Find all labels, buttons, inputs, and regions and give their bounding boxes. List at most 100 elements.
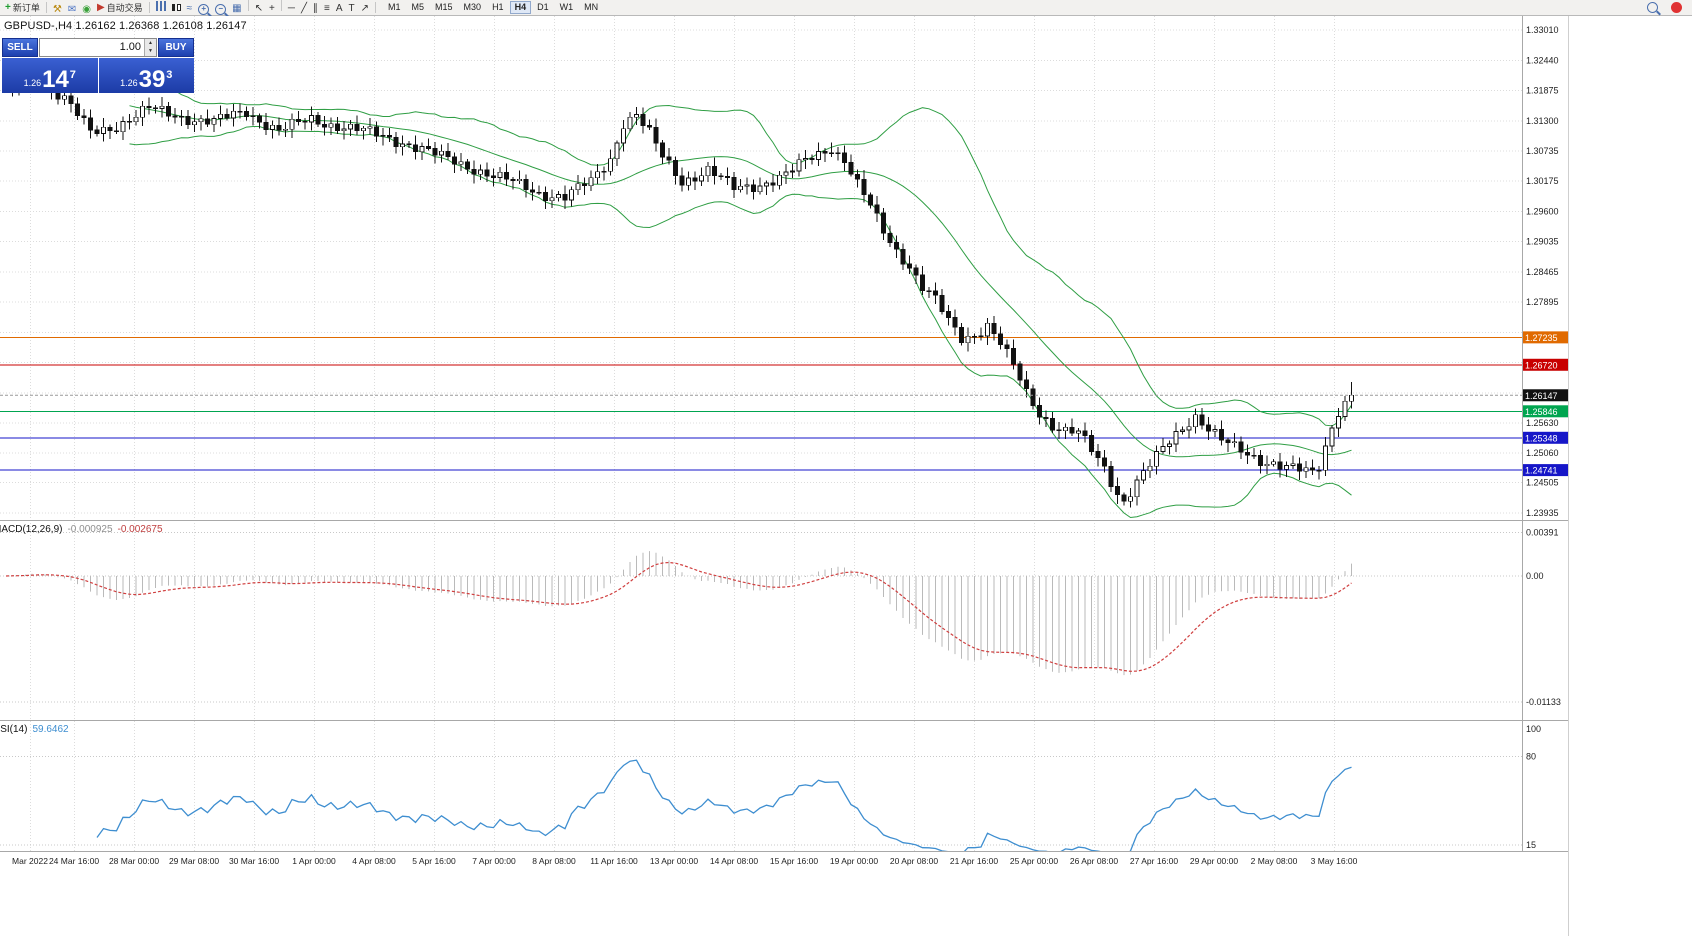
- line-chart-button[interactable]: ≈: [184, 2, 196, 16]
- chart-canvas[interactable]: 1.33010 1.32440 1.31875 1.31300 1.30735 1.301…: [0, 16, 1568, 876]
- svg-text:29 Apr 00:00: 29 Apr 00:00: [1190, 856, 1238, 866]
- chart-ohlc-info: GBPUSD-,H4 1.26162 1.26368 1.26108 1.261…: [4, 20, 247, 32]
- volume-value: 1.00: [119, 41, 141, 53]
- rsi-panel: [96, 759, 1352, 851]
- price-axis: 1.33010 1.32440 1.31875 1.31300 1.30735 1.301…: [1523, 25, 1568, 850]
- timeframe-button-d1[interactable]: D1: [532, 1, 554, 14]
- volume-increase-button[interactable]: ▲: [145, 39, 156, 48]
- svg-text:13 Apr 00:00: 13 Apr 00:00: [650, 856, 698, 866]
- search-icon: [1647, 2, 1658, 13]
- svg-text:1.25846: 1.25846: [1525, 407, 1558, 417]
- cursor-button[interactable]: ↖: [252, 2, 266, 16]
- zoom-in-icon: +: [198, 4, 210, 16]
- zoom-out-icon: −: [215, 4, 227, 16]
- zoom-out-button[interactable]: −: [212, 3, 229, 17]
- candlestick-chart-icon: [171, 0, 181, 12]
- level-lines: [0, 336, 1522, 471]
- sell-price-display[interactable]: 1.26 14 7: [2, 58, 98, 93]
- buy-price-display[interactable]: 1.26 39 3: [98, 58, 194, 93]
- trendline-button[interactable]: ╱: [298, 2, 310, 16]
- timeframe-button-m30[interactable]: M30: [459, 1, 487, 14]
- crosshair-button[interactable]: +: [266, 2, 278, 16]
- horizontal-line-button[interactable]: ─: [285, 2, 298, 16]
- crosshair-icon: +: [269, 3, 275, 15]
- timeframe-button-mn[interactable]: MN: [579, 1, 603, 14]
- svg-text:30 Mar 16:00: 30 Mar 16:00: [229, 856, 279, 866]
- zoom-in-button[interactable]: +: [195, 3, 212, 17]
- svg-text:1.30175: 1.30175: [1526, 176, 1559, 186]
- bar-chart-icon: [155, 1, 166, 12]
- chat-icon: ✉: [67, 3, 77, 15]
- svg-text:0.00: 0.00: [1526, 571, 1544, 581]
- svg-text:3 May 16:00: 3 May 16:00: [1311, 856, 1358, 866]
- svg-text:1.24505: 1.24505: [1526, 478, 1559, 488]
- one-click-trading-panel: SELL 1.00 ▲ ▼ BUY 1.26 14 7 1.26 39 3: [2, 38, 194, 93]
- label-icon: T: [348, 3, 355, 15]
- text-button[interactable]: A: [333, 2, 346, 16]
- sell-price-base: 1.26: [23, 78, 42, 88]
- algo-trading-icon: ▶: [96, 1, 105, 13]
- toolbar-separator: [148, 2, 150, 13]
- cursor-icon: ↖: [254, 3, 264, 15]
- community-button[interactable]: ◉: [79, 3, 94, 17]
- text-icon: A: [335, 3, 343, 15]
- macd-panel: [5, 551, 1352, 676]
- svg-text:1.27235: 1.27235: [1525, 333, 1558, 343]
- svg-text:27 Apr 16:00: 27 Apr 16:00: [1130, 856, 1178, 866]
- svg-text:11 Apr 16:00: 11 Apr 16:00: [590, 856, 638, 866]
- svg-text:1.25348: 1.25348: [1525, 433, 1558, 443]
- macd-value-signal: -0.002675: [117, 524, 163, 535]
- tile-windows-button[interactable]: ▦: [229, 2, 244, 16]
- sell-price-pip: 7: [69, 69, 76, 81]
- label-button[interactable]: T: [346, 2, 358, 16]
- svg-text:29 Mar 08:00: 29 Mar 08:00: [169, 856, 219, 866]
- buy-price-big: 39: [138, 66, 166, 93]
- volume-field[interactable]: 1.00 ▲ ▼: [39, 38, 157, 57]
- svg-text:15: 15: [1526, 840, 1536, 850]
- buy-button[interactable]: BUY: [158, 38, 194, 57]
- svg-text:28 Mar 00:00: 28 Mar 00:00: [109, 856, 159, 866]
- svg-text:1.25060: 1.25060: [1526, 448, 1559, 458]
- horizontal-line-icon: ─: [287, 3, 295, 15]
- svg-text:1.32440: 1.32440: [1526, 55, 1559, 65]
- panel-separators: [0, 16, 1568, 852]
- tools-button[interactable]: ⚒: [50, 3, 65, 17]
- timeframe-button-h1[interactable]: H1: [487, 1, 509, 14]
- equidistant-channel-button[interactable]: ∥: [310, 2, 321, 16]
- candlestick-chart-button[interactable]: [169, 0, 184, 13]
- svg-text:25 Apr 00:00: 25 Apr 00:00: [1010, 856, 1058, 866]
- new-order-label: 新订单: [12, 3, 40, 13]
- search-button[interactable]: [1644, 1, 1661, 15]
- timeframe-button-m1[interactable]: M1: [383, 1, 406, 14]
- svg-text:19 Apr 00:00: 19 Apr 00:00: [830, 856, 878, 866]
- chat-button[interactable]: ✉: [65, 3, 79, 17]
- svg-text:8 Apr 08:00: 8 Apr 08:00: [532, 856, 576, 866]
- notification-badge[interactable]: [1671, 2, 1682, 13]
- toolbar-separator: [247, 0, 249, 12]
- timeframe-button-m5[interactable]: M5: [407, 1, 430, 14]
- svg-text:-0.01133: -0.01133: [1526, 697, 1561, 707]
- sell-button[interactable]: SELL: [2, 38, 38, 57]
- line-chart-icon: ≈: [186, 3, 193, 15]
- algo-trading-button[interactable]: ▶ 自动交易: [94, 1, 146, 15]
- svg-text:5 Apr 16:00: 5 Apr 16:00: [412, 856, 456, 866]
- volume-decrease-button[interactable]: ▼: [145, 47, 156, 56]
- svg-text:21 Apr 16:00: 21 Apr 16:00: [950, 856, 998, 866]
- buy-price-pip: 3: [166, 69, 173, 81]
- timeframe-group: M1 M5 M15 M30 H1 H4 D1 W1 MN: [383, 1, 603, 14]
- bar-chart-button[interactable]: [153, 0, 169, 13]
- svg-text:1.30735: 1.30735: [1526, 146, 1559, 156]
- timeframe-button-w1[interactable]: W1: [555, 1, 579, 14]
- grid: [0, 16, 1522, 852]
- macd-value-main: -0.000925: [67, 524, 113, 535]
- timeframe-button-h4[interactable]: H4: [509, 1, 532, 14]
- svg-text:1.31300: 1.31300: [1526, 116, 1559, 126]
- fibonacci-button[interactable]: ≡: [321, 2, 333, 16]
- time-axis: Mar 2022 24 Mar 16:00 28 Mar 00:00 29 Mar 0…: [12, 856, 1358, 866]
- arrow-object-button[interactable]: ↗: [358, 2, 372, 16]
- svg-text:7 Apr 00:00: 7 Apr 00:00: [472, 856, 516, 866]
- timeframe-button-m15[interactable]: M15: [430, 1, 458, 14]
- rsi-value: 59.6462: [32, 724, 69, 735]
- fibonacci-icon: ≡: [323, 3, 330, 15]
- new-order-button[interactable]: + 新订单: [2, 1, 43, 15]
